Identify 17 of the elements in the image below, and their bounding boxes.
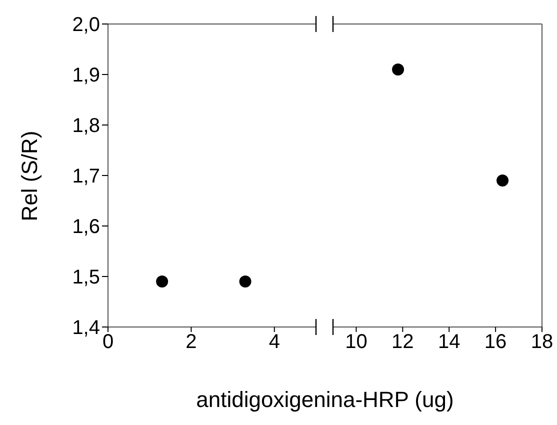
x-tick-label: 10 [345, 331, 368, 354]
y-tick-label: 1,4 [72, 317, 100, 340]
x-tick-label: 18 [530, 331, 554, 354]
x-tick-label: 2 [186, 331, 197, 354]
y-tick-label: 1,6 [72, 216, 100, 238]
x-tick-label: 14 [438, 331, 460, 354]
x-tick-label: 0 [102, 331, 114, 354]
x-tick-label: 4 [268, 331, 280, 354]
y-tick-label: 1,5 [72, 266, 100, 289]
y-tick-label: 1,7 [72, 166, 100, 188]
y-axis-title: Rel (S/R) [17, 130, 43, 221]
x-axis-title: antidigoxigenina-HRP (ug) [196, 387, 454, 413]
y-tick-label: 1,9 [72, 64, 100, 87]
y-tick-label: 1,8 [72, 115, 100, 138]
y-tick-label: 2,0 [72, 14, 100, 36]
x-tick-label: 16 [484, 331, 507, 354]
x-tick-label: 12 [392, 331, 414, 354]
